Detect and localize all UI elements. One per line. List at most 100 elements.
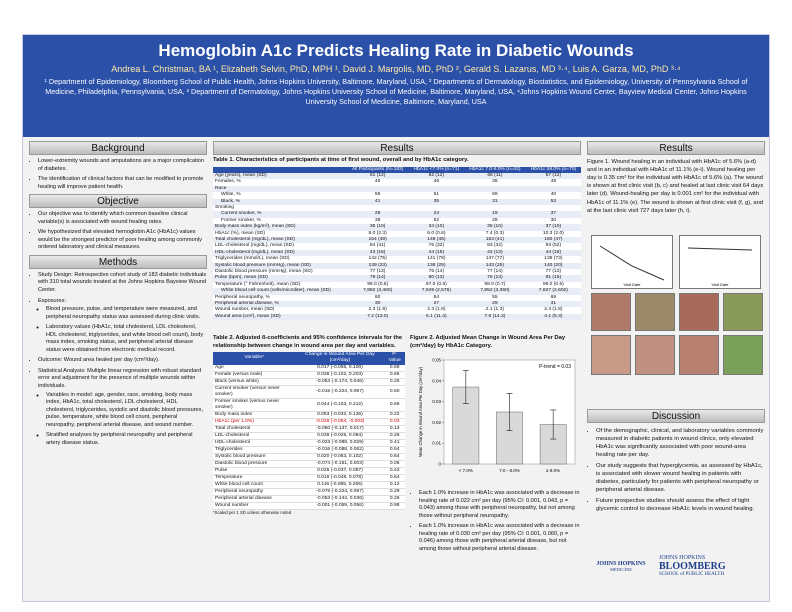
table-row: HDL-cholesterol (mg/dL), mean (SD) 43 (16… <box>213 249 581 257</box>
table-cell: 40 <box>550 192 557 198</box>
section-heading: Methods <box>29 254 207 269</box>
table-cell: 53 <box>550 198 557 204</box>
table-cell: Current smoker (versus never smoker) <box>213 385 296 399</box>
axis-label: Visit Date <box>623 282 641 287</box>
table-cell: 77 (14) <box>487 269 503 275</box>
table-cell: 97.9 (0.6) <box>425 281 447 287</box>
table-cell: 55 <box>374 192 381 198</box>
table-cell: LDL-cholesterol (mg/dL), mean (SD) <box>215 243 294 249</box>
sub-list: Blood pressure, pulse, and temperature w… <box>38 306 207 354</box>
table-cell: 139 (73) <box>544 256 563 262</box>
table-cell: HDL-cholesterol (mg/dL), mean (SD) <box>215 249 295 255</box>
header-cell: P-Value <box>384 352 405 365</box>
table-row: Pulse (bpm), mean (SD) 79 (14) 80 (13) 76 (… <box>213 275 581 282</box>
table-row: White blood cell count 0.116 (-0.085, 0.2… <box>213 481 405 489</box>
table-cell: 0.13 <box>384 425 405 433</box>
table-row: Peripheral neuropathy, % 60 54 55 69 <box>213 295 581 301</box>
table-row: Body mass index 0.053 (-0.032, 0.136) 0.22 <box>213 411 405 419</box>
table-cell: Black, % <box>221 198 241 204</box>
table-cell: White blood cell count <box>213 481 296 489</box>
table-cell: 44 (18) <box>545 249 562 255</box>
logo-text: SCHOOL of PUBLIC HEALTH <box>659 572 725 577</box>
table-row: Female (versus male) 0.036 (-0.102, 0.203… <box>213 371 405 379</box>
table-cell: LDL-cholesterol <box>213 432 296 440</box>
table-cell: 98.0 (0.6) <box>367 281 389 287</box>
plot-panel: Visit Date <box>591 235 673 289</box>
table-cell: 6.0 (0.6) <box>427 230 446 236</box>
affiliations: ¹ Department of Epidemiology, Bloomberg … <box>44 77 748 107</box>
table-cell: 93 (52) <box>545 243 562 249</box>
table-row: Age (years), mean (SD) 61 (12) 62 (12) 66 (… <box>213 172 581 180</box>
table-cell: 2.3 (1.9) <box>368 307 387 313</box>
table-cell: Body mass index (kg/m²), mean (SD) <box>215 224 296 230</box>
table-cell: 27 <box>433 301 440 307</box>
bullet: Future prospective studies should assess… <box>596 498 765 514</box>
table-cell: 0.016 (-0.048, 0.078) <box>295 474 385 482</box>
table-row: Age 0.017 (-0.055, 0.100) 0.69 <box>213 364 405 372</box>
table-row: Peripheral arterial disease, % 30 27 29 31 <box>213 301 581 308</box>
table-cell: Race <box>215 185 227 191</box>
table-cell: 31 <box>492 198 498 204</box>
table-cell: 136 (25) <box>427 262 446 268</box>
bullet: Each 1.0% increase in HbA1c was associat… <box>419 523 581 553</box>
x-tick-label: ≥ 8.0% <box>546 468 560 473</box>
table-cell: Pulse (bpm), mean (SD) <box>215 275 268 281</box>
table-cell: 46 <box>433 179 440 185</box>
table-cell: 61 <box>433 192 440 198</box>
title: Hemoglobin A1c Predicts Healing Rate in … <box>158 41 634 60</box>
table-cell: 52 <box>433 217 440 223</box>
bullet-text: Study Design: Retrospective cohort study… <box>38 271 207 294</box>
table-cell: 147 (77) <box>485 256 504 262</box>
table-cell: 76 (13) <box>487 275 503 281</box>
table-cell: -0.053 (-0.174, 0.046) <box>295 378 385 386</box>
table-cell: 76 (32) <box>428 243 445 249</box>
photo <box>591 335 631 375</box>
error-bar <box>506 393 513 432</box>
table-cell: 7,852 (3,360) <box>480 288 510 294</box>
table-cell: 28 <box>374 211 381 217</box>
table-cell: 0.053 (-0.032, 0.136) <box>295 411 385 419</box>
table-cell: Females, % <box>215 179 241 185</box>
table-cell: 83 (32) <box>487 243 503 249</box>
table-row: Current smoker (versus never smoker) -0.0… <box>213 385 405 399</box>
table-cell: 57 (12) <box>545 172 562 178</box>
header: Hemoglobin A1c Predicts Healing Rate in … <box>23 35 769 137</box>
list: Of the demographic, clinical, and labora… <box>587 428 765 514</box>
table-cell: 0.26 <box>384 378 405 386</box>
table-cell: 0.50 <box>384 385 405 399</box>
table-cell: HDL-cholesterol <box>213 439 296 447</box>
table-cell: 30 <box>550 217 557 223</box>
table-cell: 41 <box>374 198 381 204</box>
error-bar <box>462 370 469 405</box>
table-row: Diastolic blood pressure (mmHg), mean (S… <box>213 269 581 275</box>
table-cell: 7.4 (0.3) <box>485 230 504 236</box>
table-body: Age (years), mean (SD) 61 (12) 62 (12) 66 (… <box>213 172 581 321</box>
table-row: LDL-cholesterol 0.036 (-0.025, 0.094) 0.26 <box>213 432 405 440</box>
table-caption: Table 1. Characteristics of participants… <box>213 157 469 163</box>
table-cell: 69 <box>550 294 557 300</box>
y-tick-label: 0.02 <box>432 420 441 425</box>
logo-text: JOHNS HOPKINS <box>659 555 706 561</box>
section-heading: Results <box>587 141 765 155</box>
bullet: Our objective was to identify which comm… <box>38 211 207 226</box>
table-cell: 0.64 <box>384 474 405 482</box>
table-cell: 81 (15) <box>545 275 562 281</box>
table-cell: 141 (78) <box>427 256 446 262</box>
table-row: Wound number, mean (SD) 2.3 (1.9) 2.3 (1.8… <box>213 307 581 313</box>
table-cell: 8.0 (2.3) <box>368 230 387 236</box>
table-cell: 60 <box>374 294 381 300</box>
table-cell: 0.66 <box>384 371 405 379</box>
bullet: Study Design: Retrospective cohort study… <box>38 272 207 295</box>
table-cell: 35 (10) <box>487 224 503 230</box>
table-cell: 0.116 (-0.085, 0.265) <box>295 481 385 489</box>
table-cell: Triglycerides (mmol/L), mean (SD) <box>215 256 290 262</box>
table-cell: Pulse <box>213 467 296 475</box>
table-cell: Smoking <box>215 204 235 210</box>
table-cell: 55 <box>492 294 498 300</box>
table-cell: 36 <box>492 179 498 185</box>
table-cell: 148 (45) <box>427 237 446 242</box>
table-cell: 44 (15) <box>428 249 445 255</box>
table-cell: Systolic blood pressure (mmHg), mean (SD… <box>215 262 311 268</box>
authors: Andrea L. Christman, BA ¹, Elizabeth Sel… <box>111 64 681 74</box>
